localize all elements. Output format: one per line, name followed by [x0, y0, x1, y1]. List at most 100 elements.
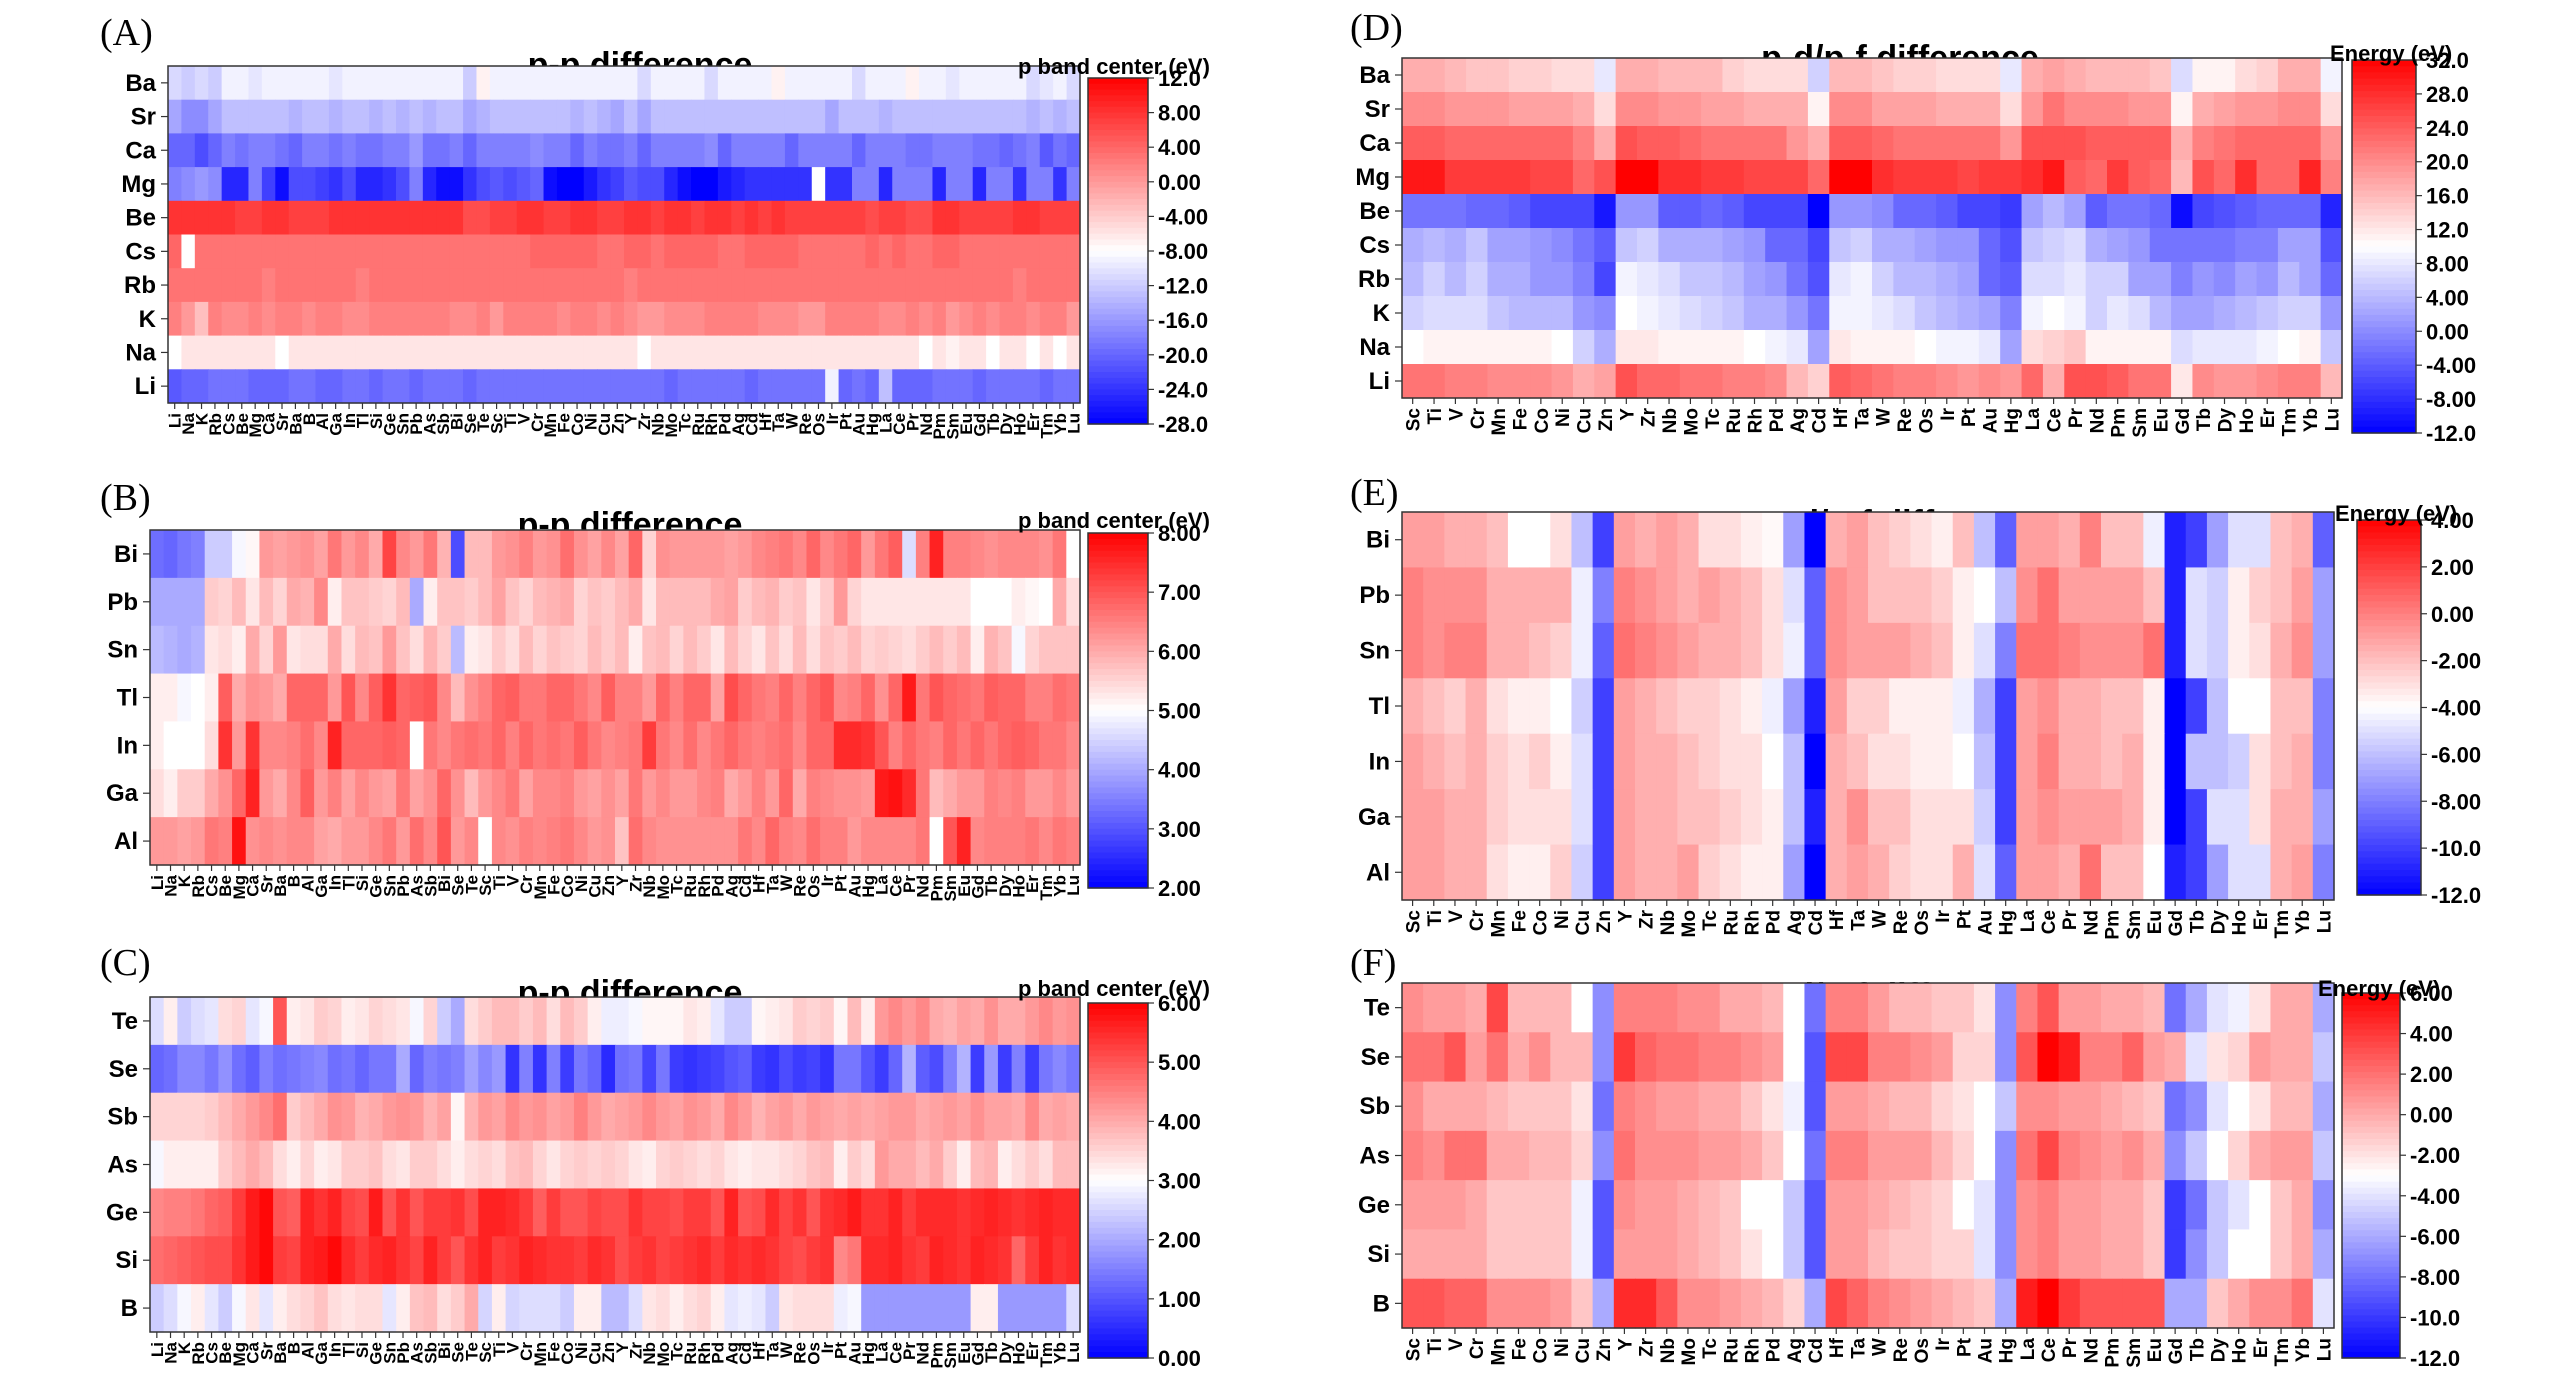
heatmap-cell: [1571, 1229, 1594, 1280]
heatmap-cell: [505, 530, 520, 579]
heatmap-cell: [744, 369, 759, 404]
heatmap-cell: [902, 769, 917, 818]
panel-C: (C)p-p differenceTeSeSbAsGeSiBLiNaKRbCsB…: [100, 942, 1210, 1371]
heatmap-cell: [677, 99, 692, 134]
heatmap-cell: [1529, 567, 1551, 624]
heatmap-cell: [888, 817, 903, 866]
colorbar-tick-label: -24.0: [1158, 377, 1208, 402]
heatmap-cell: [382, 673, 397, 723]
heatmap-cell: [1658, 58, 1681, 93]
heatmap-cell: [710, 997, 726, 1046]
heatmap-cell: [273, 1236, 288, 1285]
heatmap-cell: [1765, 58, 1788, 93]
heatmap-cell: [2228, 1130, 2250, 1181]
heatmap-cell: [861, 721, 876, 770]
heatmap-cell: [691, 66, 706, 101]
heatmap-cell: [1868, 1229, 1890, 1280]
heatmap-cell: [2037, 622, 2060, 679]
heatmap-cell: [1698, 1278, 1721, 1329]
y-tick-label: Tl: [1369, 693, 1390, 720]
heatmap-cell: [396, 769, 411, 818]
heatmap-cell: [181, 268, 196, 303]
heatmap-cell: [1825, 983, 1848, 1033]
heatmap-cell: [2312, 1032, 2335, 1083]
x-tick-label: Si: [353, 1342, 372, 1358]
heatmap-cell: [970, 817, 985, 866]
x-tick-label: K: [175, 1341, 194, 1354]
heatmap-cell: [245, 530, 261, 579]
colorbar-segment: [1088, 1322, 1148, 1330]
heatmap-cell: [2228, 622, 2250, 679]
heatmap-cell: [1658, 92, 1681, 127]
heatmap-cell: [221, 301, 236, 337]
heatmap-cell: [221, 268, 236, 303]
colorbar-tick-label: -2.00: [2410, 1143, 2460, 1168]
heatmap-cell: [1508, 296, 1531, 331]
heatmap-cell: [650, 133, 665, 168]
heatmap-cell: [437, 997, 452, 1046]
heatmap-cell: [369, 369, 384, 404]
heatmap-cell: [2312, 1229, 2335, 1280]
heatmap-cell: [1402, 622, 1424, 679]
heatmap-cell: [1550, 983, 1573, 1033]
heatmap-cell: [355, 133, 370, 168]
heatmap-cell: [919, 66, 934, 101]
heatmap-cell: [328, 200, 343, 236]
heatmap-cell: [177, 1092, 192, 1142]
heatmap-cell: [1038, 997, 1054, 1046]
x-tick-label: Co: [1531, 1338, 1552, 1363]
heatmap-cell: [1701, 262, 1724, 297]
heatmap-cell: [1762, 567, 1784, 624]
x-tick-label: Y: [1615, 910, 1636, 923]
heatmap-cell: [758, 66, 773, 101]
heatmap-cell: [1529, 678, 1551, 735]
heatmap-cell: [2206, 733, 2229, 790]
heatmap-cell: [519, 1236, 534, 1285]
heatmap-cell: [2037, 844, 2060, 901]
heatmap-cell: [874, 673, 890, 723]
heatmap-cell: [738, 769, 753, 818]
heatmap-cell: [2185, 1180, 2208, 1231]
heatmap-cell: [1025, 721, 1040, 770]
heatmap-cell: [1762, 1081, 1784, 1132]
heatmap-cell: [771, 268, 786, 303]
heatmap-cell: [1038, 673, 1054, 723]
heatmap-cell: [235, 200, 250, 236]
heatmap-cell: [956, 1188, 972, 1237]
heatmap-cell: [1765, 126, 1788, 161]
heatmap-cell: [1530, 364, 1553, 399]
heatmap-cell: [825, 234, 840, 269]
heatmap-cell: [945, 200, 960, 236]
heatmap-cell: [1444, 512, 1467, 569]
colorbar-segment: [1088, 781, 1148, 789]
heatmap-cell: [847, 1284, 862, 1333]
heatmap-cell: [327, 997, 343, 1046]
heatmap-cell: [697, 577, 712, 627]
x-tick-label: Sc: [488, 413, 507, 434]
heatmap-cell: [204, 577, 219, 627]
heatmap-cell: [476, 301, 491, 337]
heatmap-cell: [956, 530, 972, 579]
heatmap-cell: [2101, 1032, 2123, 1083]
heatmap-cell: [341, 769, 356, 818]
colorbar-segment: [1088, 95, 1148, 102]
heatmap-cell: [556, 99, 571, 134]
heatmap-cell: [1066, 625, 1081, 675]
heatmap-cell: [1613, 512, 1636, 569]
heatmap-cell: [628, 817, 643, 866]
heatmap-cell: [2213, 296, 2236, 331]
heatmap-cell: [1740, 567, 1763, 624]
x-tick-label: Tc: [1700, 1338, 1721, 1359]
colorbar-segment: [1088, 533, 1148, 540]
heatmap-cell: [1052, 997, 1067, 1046]
heatmap-cell: [820, 1188, 835, 1237]
x-tick-label: Cu: [585, 875, 604, 898]
heatmap-cell: [422, 200, 437, 236]
heatmap-cell: [642, 577, 657, 627]
heatmap-cell: [1889, 622, 1911, 679]
heatmap-cell: [328, 99, 343, 134]
heatmap-cell: [915, 817, 931, 866]
colorbar: 12.08.004.000.00-4.00-8.00-12.0-16.0-20.…: [1018, 54, 1210, 437]
x-tick-label: Nb: [640, 875, 659, 898]
x-tick-label: Sm: [2124, 1338, 2145, 1368]
